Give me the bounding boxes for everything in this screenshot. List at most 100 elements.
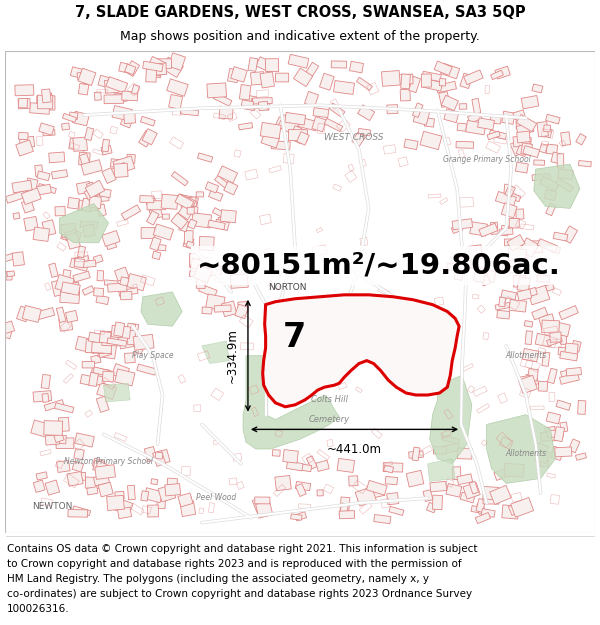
Bar: [178, 206, 193, 219]
Bar: [148, 505, 158, 517]
Bar: [73, 439, 85, 451]
Bar: [285, 112, 305, 125]
Bar: [178, 493, 193, 507]
Bar: [511, 498, 533, 518]
Bar: [209, 190, 223, 201]
Bar: [172, 171, 188, 186]
Bar: [559, 140, 566, 148]
Bar: [244, 95, 257, 111]
Bar: [16, 140, 34, 156]
Bar: [532, 308, 548, 320]
Bar: [92, 458, 105, 469]
Bar: [349, 476, 358, 486]
Polygon shape: [263, 295, 459, 407]
Bar: [371, 428, 382, 439]
Polygon shape: [430, 376, 472, 464]
Bar: [61, 282, 80, 295]
Bar: [473, 386, 487, 396]
Bar: [93, 255, 103, 263]
Bar: [477, 305, 485, 313]
Bar: [91, 482, 99, 488]
Bar: [85, 410, 92, 418]
Bar: [33, 391, 52, 402]
Bar: [191, 213, 212, 228]
Bar: [394, 344, 406, 356]
Bar: [305, 62, 319, 78]
Bar: [505, 239, 520, 246]
Bar: [239, 314, 253, 328]
Bar: [66, 232, 80, 249]
Bar: [275, 476, 291, 491]
Bar: [475, 268, 496, 282]
Bar: [250, 108, 261, 119]
Bar: [295, 484, 306, 496]
Bar: [79, 152, 90, 166]
Bar: [575, 453, 586, 460]
Bar: [93, 374, 104, 386]
Bar: [96, 295, 109, 304]
Bar: [276, 270, 282, 276]
Bar: [49, 152, 65, 162]
Bar: [214, 219, 229, 231]
Bar: [358, 105, 375, 121]
Bar: [421, 74, 431, 87]
Bar: [348, 164, 354, 171]
Bar: [124, 352, 135, 363]
Bar: [169, 137, 184, 149]
Bar: [349, 61, 364, 73]
Bar: [80, 221, 98, 228]
Bar: [562, 226, 578, 243]
Bar: [92, 342, 112, 354]
Bar: [218, 166, 238, 183]
Bar: [524, 358, 541, 372]
Bar: [56, 307, 66, 322]
Bar: [128, 331, 136, 345]
Bar: [256, 501, 273, 518]
Bar: [167, 79, 188, 96]
Bar: [57, 242, 66, 251]
Bar: [127, 154, 136, 163]
Bar: [98, 482, 113, 497]
Bar: [107, 283, 127, 292]
Bar: [12, 252, 25, 266]
Bar: [199, 284, 217, 297]
Bar: [0, 326, 13, 339]
Bar: [283, 154, 294, 164]
Bar: [52, 169, 68, 179]
Bar: [440, 198, 448, 204]
Bar: [121, 117, 133, 128]
Bar: [36, 472, 47, 480]
Text: HM Land Registry. The polygons (including the associated geometry, namely x, y: HM Land Registry. The polygons (includin…: [7, 574, 429, 584]
Bar: [227, 69, 239, 82]
Text: 7, SLADE GARDENS, WEST CROSS, SWANSEA, SA3 5QP: 7, SLADE GARDENS, WEST CROSS, SWANSEA, S…: [74, 5, 526, 20]
Bar: [62, 269, 71, 284]
Bar: [116, 219, 128, 226]
Bar: [287, 390, 301, 399]
Bar: [385, 476, 398, 485]
Bar: [55, 206, 65, 216]
Bar: [357, 491, 375, 501]
Bar: [571, 341, 581, 352]
Bar: [440, 63, 460, 79]
Bar: [259, 101, 268, 111]
Bar: [490, 222, 498, 234]
Bar: [43, 212, 50, 219]
Bar: [520, 387, 532, 399]
Bar: [556, 322, 571, 337]
Bar: [272, 449, 280, 456]
Bar: [520, 376, 532, 384]
Bar: [458, 149, 464, 158]
Bar: [73, 111, 89, 126]
Bar: [183, 237, 194, 249]
Bar: [361, 159, 367, 167]
Bar: [100, 188, 111, 198]
Bar: [88, 332, 106, 344]
Bar: [515, 162, 529, 173]
Bar: [172, 109, 182, 115]
Bar: [95, 461, 113, 475]
Bar: [34, 308, 55, 320]
Bar: [128, 485, 135, 500]
Bar: [187, 206, 198, 214]
Bar: [523, 146, 539, 158]
Bar: [33, 227, 50, 241]
